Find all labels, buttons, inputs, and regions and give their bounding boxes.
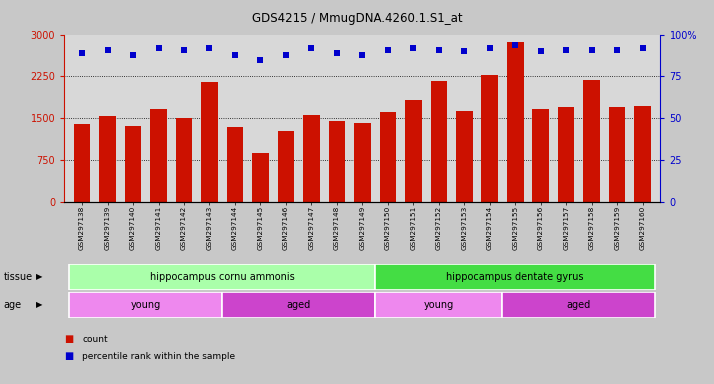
Text: count: count (82, 334, 108, 344)
Point (153, 45, 164, 51)
Point (408, 45, 419, 51)
Text: GDS4215 / MmugDNA.4260.1.S1_at: GDS4215 / MmugDNA.4260.1.S1_at (252, 12, 462, 25)
Bar (634, 106, 651, 202)
Bar (150, 109, 167, 202)
Text: ■: ■ (64, 351, 74, 361)
Bar (99, 116, 116, 202)
Text: aged: aged (286, 300, 311, 310)
Bar (456, 111, 473, 202)
Point (280, 51, 291, 58)
Text: aged: aged (567, 300, 591, 310)
Point (127, 51, 139, 58)
Text: hippocampus cornu ammonis: hippocampus cornu ammonis (150, 272, 295, 282)
Bar (558, 107, 575, 202)
Point (510, 41, 521, 48)
Text: young: young (131, 300, 161, 310)
Point (102, 46, 114, 53)
Bar (69, 264, 375, 290)
Text: ■: ■ (64, 334, 74, 344)
Bar (252, 153, 268, 202)
Text: ▶: ▶ (36, 272, 43, 281)
Bar (278, 131, 294, 202)
Bar (503, 292, 655, 318)
Point (535, 48, 546, 55)
Point (178, 46, 190, 53)
Text: age: age (4, 300, 21, 310)
Bar (375, 264, 655, 290)
Point (433, 46, 445, 53)
Bar (481, 75, 498, 202)
Bar (380, 112, 396, 202)
Bar (125, 126, 141, 202)
Bar (74, 124, 91, 202)
Point (76, 50, 88, 56)
Text: young: young (423, 300, 454, 310)
Bar (354, 122, 371, 202)
Point (306, 45, 317, 51)
Point (611, 46, 623, 53)
Point (484, 45, 496, 51)
Bar (507, 42, 523, 202)
Bar (583, 80, 600, 202)
Point (382, 46, 393, 53)
Bar (375, 292, 503, 318)
Bar (405, 100, 421, 202)
Point (331, 50, 343, 56)
Point (203, 45, 215, 51)
Point (637, 45, 648, 51)
Point (586, 46, 598, 53)
Point (229, 51, 241, 58)
Bar (609, 107, 625, 202)
Bar (328, 121, 345, 202)
Bar (176, 118, 192, 202)
Text: percentile rank within the sample: percentile rank within the sample (82, 352, 235, 361)
Point (560, 46, 572, 53)
Text: ▶: ▶ (36, 300, 43, 310)
Bar (69, 292, 222, 318)
Bar (533, 109, 549, 202)
Bar (226, 127, 243, 202)
Text: hippocampus dentate gyrus: hippocampus dentate gyrus (446, 272, 584, 282)
Point (255, 56, 266, 63)
Bar (201, 82, 218, 202)
Bar (303, 115, 320, 202)
Bar (222, 292, 375, 318)
Text: tissue: tissue (4, 272, 33, 282)
Point (357, 51, 368, 58)
Bar (431, 81, 447, 202)
Point (458, 48, 470, 55)
